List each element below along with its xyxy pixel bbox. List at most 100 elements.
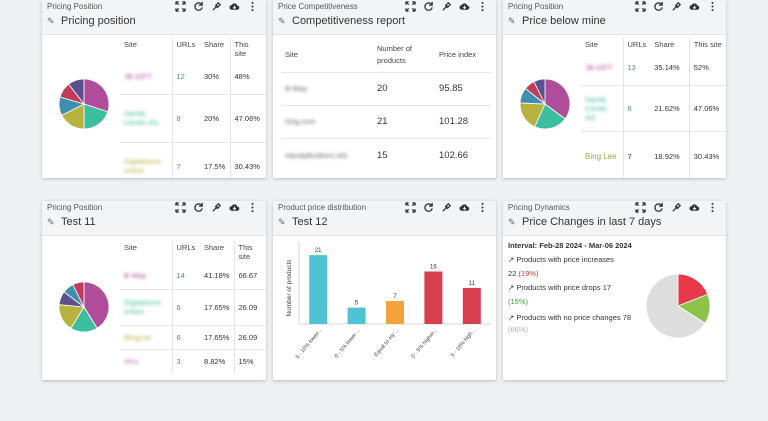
- table-row[interactable]: JB.GIFT 13 35.14% 52%: [581, 51, 726, 85]
- site-cell[interactable]: BingLee: [120, 324, 172, 349]
- more-vertical-icon[interactable]: [477, 1, 488, 12]
- eyedropper-icon[interactable]: [211, 202, 222, 213]
- table-row[interactable]: Handy Center AG 8 21.62% 47.06%: [581, 84, 726, 131]
- refresh-icon[interactable]: [423, 202, 434, 213]
- table-row[interactable]: B-Way 14 41.18% 66.67: [120, 263, 266, 289]
- urls-cell[interactable]: 14: [171, 263, 200, 289]
- expand-icon[interactable]: [405, 1, 416, 12]
- no-change-label[interactable]: Products with no price changes: [516, 313, 621, 322]
- pie-slice[interactable]: [83, 78, 110, 113]
- pie-slice[interactable]: [544, 78, 571, 120]
- more-vertical-icon[interactable]: [707, 1, 718, 12]
- price-increase-row[interactable]: ↗ Products with price increases: [508, 253, 636, 267]
- site-cell[interactable]: HandyBrothers AG: [281, 137, 373, 172]
- site-name[interactable]: HandyBrothers AG: [285, 150, 348, 160]
- eyedropper-icon[interactable]: [211, 1, 222, 12]
- site-name[interactable]: Digitalzone online: [124, 298, 162, 316]
- urls-cell[interactable]: 6: [171, 324, 200, 349]
- table-row[interactable]: BingLee 6 17.65% 26.09: [120, 324, 266, 349]
- cloud-download-icon[interactable]: [229, 1, 240, 12]
- site-name[interactable]: B-Way: [124, 271, 147, 281]
- urls-cell[interactable]: 7: [622, 130, 651, 178]
- expand-icon[interactable]: [405, 202, 416, 213]
- urls-cell[interactable]: 13: [622, 51, 651, 85]
- cloud-download-icon[interactable]: [689, 1, 700, 12]
- site-cell[interactable]: Mira: [120, 348, 172, 373]
- pencil-icon[interactable]: ✎: [278, 15, 286, 26]
- no-change-row[interactable]: ↗ Products with no price changes 78 (66%…: [508, 312, 636, 336]
- external-link-icon[interactable]: ↗: [508, 313, 515, 322]
- more-vertical-icon[interactable]: [247, 202, 258, 213]
- eyedropper-icon[interactable]: [441, 202, 452, 213]
- site-name[interactable]: Mira: [124, 356, 139, 366]
- eyedropper-icon[interactable]: [671, 202, 682, 213]
- site-cell[interactable]: Digitalzone online: [120, 141, 172, 178]
- drop-label[interactable]: Products with price drops: [516, 283, 601, 292]
- site-name[interactable]: JB.GIFT: [124, 72, 152, 82]
- pencil-icon[interactable]: ✎: [47, 216, 55, 227]
- site-cell[interactable]: JB.GIFT: [120, 60, 172, 94]
- table-row[interactable]: B-Way 20 95.85: [281, 71, 491, 105]
- site-name[interactable]: JB.GIFT: [585, 63, 613, 73]
- more-vertical-icon[interactable]: [477, 202, 488, 213]
- urls-cell[interactable]: 3: [171, 348, 200, 373]
- eyedropper-icon[interactable]: [671, 1, 682, 12]
- site-name[interactable]: Handy Center AG: [585, 94, 608, 122]
- cloud-download-icon[interactable]: [459, 202, 470, 213]
- table-row[interactable]: Handy Center AG 8 20% 47.06%: [120, 93, 266, 142]
- refresh-icon[interactable]: [423, 1, 434, 12]
- bar[interactable]: [347, 307, 366, 324]
- pie-slice[interactable]: [533, 78, 546, 105]
- site-name[interactable]: Handy Center AG: [124, 109, 160, 127]
- site-name[interactable]: Digitalzone online: [124, 157, 162, 176]
- site-name[interactable]: B-Way: [285, 84, 308, 93]
- site-cell[interactable]: B-Way: [281, 71, 373, 105]
- pie-slice[interactable]: [645, 273, 706, 339]
- bar[interactable]: [424, 271, 443, 324]
- more-vertical-icon[interactable]: [707, 202, 718, 213]
- pencil-icon[interactable]: ✎: [47, 15, 55, 26]
- expand-icon[interactable]: [635, 1, 646, 12]
- pie-slice[interactable]: [72, 281, 85, 308]
- site-name[interactable]: BingLee: [124, 332, 152, 342]
- eyedropper-icon[interactable]: [441, 1, 452, 12]
- table-row[interactable]: Orig.com 21 101.28: [281, 104, 491, 138]
- price-drop-row[interactable]: ↗ Products with price drops 17: [508, 281, 636, 295]
- cloud-download-icon[interactable]: [689, 202, 700, 213]
- site-cell[interactable]: JB.GIFT: [581, 51, 623, 85]
- site-name[interactable]: Orig.com: [285, 117, 316, 126]
- urls-cell[interactable]: 8: [622, 84, 651, 131]
- site-cell[interactable]: Bing Lee: [581, 130, 623, 178]
- refresh-icon[interactable]: [193, 202, 204, 213]
- pencil-icon[interactable]: ✎: [508, 216, 516, 227]
- table-row[interactable]: Bing Lee 7 18.92% 30.43%: [581, 130, 726, 178]
- site-cell[interactable]: Digitalzone online: [120, 288, 172, 325]
- expand-icon[interactable]: [175, 202, 186, 213]
- table-row[interactable]: HandyBrothers AG 15 102.66: [281, 137, 491, 172]
- refresh-icon[interactable]: [653, 1, 664, 12]
- urls-cell[interactable]: 12: [171, 60, 200, 94]
- table-row[interactable]: JB.GIFT 12 30% 48%: [120, 60, 266, 94]
- bar[interactable]: [386, 301, 404, 324]
- cloud-download-icon[interactable]: [459, 1, 470, 12]
- bar[interactable]: [309, 255, 328, 324]
- pie-slice[interactable]: [677, 273, 709, 307]
- expand-icon[interactable]: [175, 1, 186, 12]
- bar[interactable]: [462, 287, 481, 324]
- site-cell[interactable]: B-Way: [120, 263, 172, 289]
- expand-icon[interactable]: [635, 202, 646, 213]
- external-link-icon[interactable]: ↗: [508, 283, 515, 292]
- urls-cell[interactable]: 8: [171, 93, 200, 142]
- urls-cell[interactable]: 6: [171, 288, 200, 325]
- external-link-icon[interactable]: ↗: [508, 255, 515, 264]
- table-row[interactable]: Digitalzone online 6 17.65% 26.09: [120, 288, 266, 325]
- pencil-icon[interactable]: ✎: [508, 15, 516, 26]
- site-cell[interactable]: Orig.com: [281, 104, 373, 138]
- increase-label[interactable]: Products with price increases: [516, 255, 614, 264]
- more-vertical-icon[interactable]: [247, 1, 258, 12]
- site-cell[interactable]: Handy Center AG: [581, 84, 623, 131]
- site-cell[interactable]: Handy Center AG: [120, 93, 172, 142]
- site-name[interactable]: Bing Lee: [585, 151, 617, 161]
- pie-slice[interactable]: [68, 78, 85, 106]
- pencil-icon[interactable]: ✎: [278, 216, 286, 227]
